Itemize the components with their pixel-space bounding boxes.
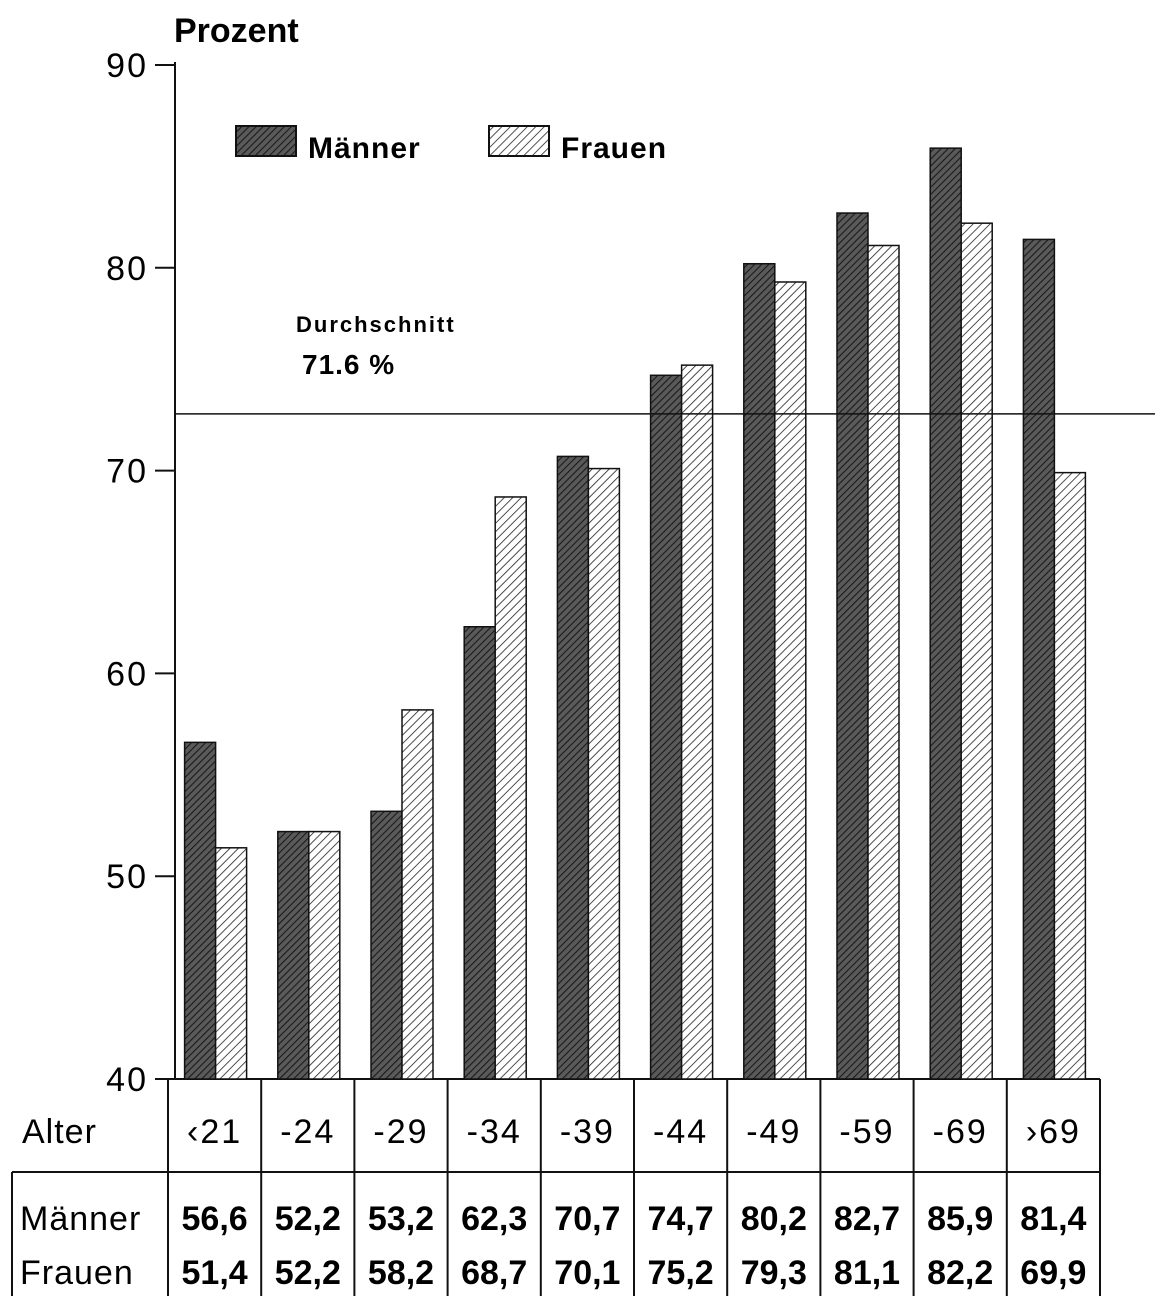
x-tick-label: ›69 xyxy=(1026,1113,1081,1151)
legend-swatch-frauen xyxy=(488,125,550,157)
x-tick-label: -24 xyxy=(280,1113,335,1151)
bars xyxy=(183,147,1087,1080)
bar-frauen xyxy=(774,281,807,1080)
table-cell: 58,2 xyxy=(368,1254,434,1292)
table-cell: 52,2 xyxy=(275,1254,341,1292)
table-cell: 81,4 xyxy=(1020,1200,1086,1238)
table-cell: 51,4 xyxy=(182,1254,248,1292)
y-tick-label: 80 xyxy=(106,250,148,288)
table-cell: 80,2 xyxy=(741,1200,807,1238)
table-cell: 53,2 xyxy=(368,1200,434,1238)
x-tick-label: ‹21 xyxy=(187,1113,242,1151)
y-tick-label: 90 xyxy=(106,47,148,85)
x-tick-label: -49 xyxy=(746,1113,801,1151)
table-cell: 82,7 xyxy=(834,1200,900,1238)
table-row-label: Männer xyxy=(20,1200,141,1238)
average-label: Durchschnitt xyxy=(296,312,456,337)
table-cell: 56,6 xyxy=(182,1200,248,1238)
data-table: Alter ‹21 -24 -29 -34 -39 -44 -49 -59 -69 ›69 Männe… xyxy=(11,1079,1101,1296)
table-header-label: Alter xyxy=(22,1113,97,1151)
y-tick-label: 60 xyxy=(106,655,148,693)
table-cell: 62,3 xyxy=(461,1200,527,1238)
table-cell: 70,7 xyxy=(554,1200,620,1238)
table-cell: 68,7 xyxy=(461,1254,527,1292)
bar-frauen xyxy=(494,496,527,1080)
bar-frauen xyxy=(867,244,900,1080)
table-row-label: Frauen xyxy=(20,1254,134,1292)
bar-maenner xyxy=(649,374,683,1080)
bar-maenner xyxy=(743,262,776,1080)
bar-frauen xyxy=(308,830,341,1080)
x-tick-label: -29 xyxy=(373,1113,428,1151)
table-cell: 74,7 xyxy=(648,1200,714,1238)
legend: Männer Frauen xyxy=(235,125,667,165)
bar-maenner xyxy=(836,212,869,1080)
table-cell: 70,1 xyxy=(554,1254,620,1292)
legend-label-maenner: Männer xyxy=(308,132,421,165)
x-tick-label: -39 xyxy=(560,1113,615,1151)
y-axis: 40 50 60 70 80 90 xyxy=(106,47,175,1099)
table-cell: 75,2 xyxy=(648,1254,714,1292)
legend-label-frauen: Frauen xyxy=(561,132,667,165)
average-value: 71.6 % xyxy=(302,349,395,380)
table-cell: 81,1 xyxy=(834,1254,900,1292)
table-cell: 85,9 xyxy=(927,1200,993,1238)
bar-maenner xyxy=(1022,238,1056,1080)
bar-maenner xyxy=(929,147,962,1080)
x-tick-label: -34 xyxy=(467,1113,522,1151)
x-tick-label: -44 xyxy=(653,1113,708,1151)
table-cell: 52,2 xyxy=(275,1200,341,1238)
y-tick-label: 50 xyxy=(106,858,148,896)
bar-maenner xyxy=(370,810,403,1080)
x-tick-label: -69 xyxy=(933,1113,988,1151)
y-tick-label: 70 xyxy=(106,453,148,491)
bar-frauen xyxy=(587,467,621,1080)
bar-frauen xyxy=(214,847,248,1080)
x-tick-label: -59 xyxy=(839,1113,894,1151)
bar-frauen xyxy=(960,222,993,1080)
legend-swatch-maenner xyxy=(235,125,297,157)
y-tick-label: 40 xyxy=(106,1061,148,1099)
bar-maenner xyxy=(463,626,496,1080)
y-axis-title: Prozent xyxy=(174,12,299,50)
bar-frauen xyxy=(1053,471,1087,1080)
table-cell: 69,9 xyxy=(1020,1254,1086,1292)
table-cell: 79,3 xyxy=(741,1254,807,1292)
bar-maenner xyxy=(556,455,590,1080)
bar-frauen xyxy=(680,364,714,1080)
table-cell: 82,2 xyxy=(927,1254,993,1292)
bar-maenner xyxy=(277,830,310,1080)
bar-maenner xyxy=(183,741,217,1080)
bar-frauen xyxy=(401,709,434,1080)
